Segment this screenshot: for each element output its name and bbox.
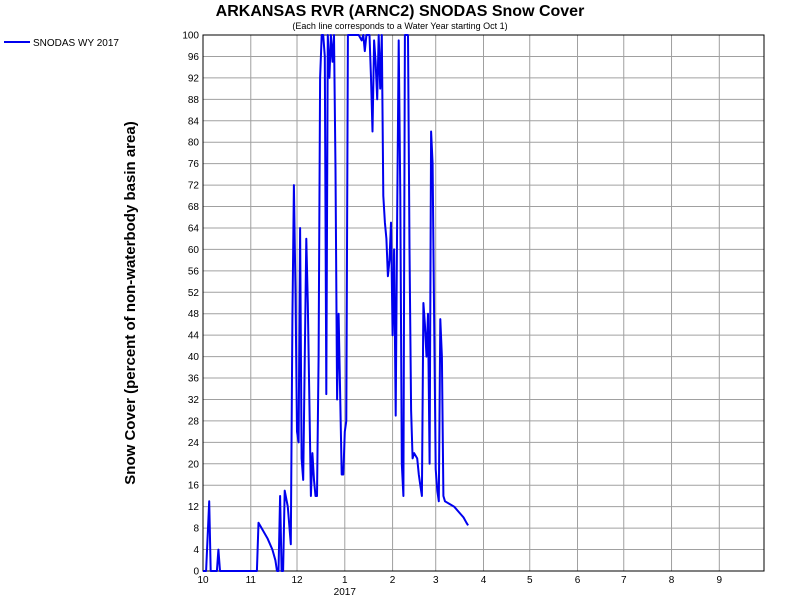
y-tick-label-19: 76 [188,159,200,170]
y-tick-label-23: 92 [188,73,200,84]
legend-entry-wy2017: SNODAS WY 2017 [33,38,119,49]
y-tick-label-4: 16 [188,481,200,492]
y-tick-label-18: 72 [188,181,200,192]
x-tick-label-8: 6 [575,575,581,586]
y-tick-label-16: 64 [188,223,200,234]
y-tick-label-15: 60 [188,245,200,256]
y-tick-label-3: 12 [188,502,200,513]
x-tick-label-10: 8 [669,575,675,586]
y-tick-label-2: 8 [193,524,199,535]
y-tick-label-25: 100 [182,31,199,42]
series-layer [203,34,469,572]
x-tick-label-6: 4 [481,575,487,586]
y-tick-label-12: 48 [188,309,200,320]
series-line-0 [203,34,469,572]
y-tick-label-0: 0 [193,567,199,578]
x-tick-label-2: 12 [291,575,303,586]
chart-title: ARKANSAS RVR (ARNC2) SNODAS Snow Cover [216,3,585,20]
y-tick-label-7: 28 [188,416,200,427]
x-year-label: 2017 [334,587,357,598]
y-tick-label-24: 96 [188,52,200,63]
x-tick-label-0: 10 [197,575,209,586]
y-tick-label-11: 44 [188,331,200,342]
y-tick-label-8: 32 [188,395,200,406]
y-axis-label: Snow Cover (percent of non-waterbody bas… [122,121,139,484]
y-tick-label-20: 80 [188,138,200,149]
chart-subtitle: (Each line corresponds to a Water Year s… [292,21,507,31]
grid-lines [202,34,764,572]
x-tick-label-7: 5 [527,575,533,586]
x-tick-label-3: 1 [342,575,348,586]
y-tick-label-17: 68 [188,202,200,213]
y-tick-label-6: 24 [188,438,200,449]
x-tick-label-9: 7 [621,575,627,586]
y-tick-label-21: 84 [188,116,200,127]
y-tick-label-22: 88 [188,95,200,106]
y-tick-label-5: 20 [188,459,200,470]
x-tick-label-4: 2 [390,575,396,586]
x-tick-label-1: 11 [246,575,257,586]
x-tick-label-11: 9 [717,575,723,586]
legend: SNODAS WY 2017 [4,38,119,49]
x-tick-label-5: 3 [433,575,439,586]
y-tick-label-9: 36 [188,374,200,385]
y-tick-label-1: 4 [193,545,199,556]
y-tick-label-13: 52 [188,288,200,299]
y-tick-label-10: 40 [188,352,200,363]
plot-frame [202,34,765,572]
y-tick-labels: 0481216202428323640444852566064687276808… [182,31,199,578]
y-tick-label-14: 56 [188,266,200,277]
